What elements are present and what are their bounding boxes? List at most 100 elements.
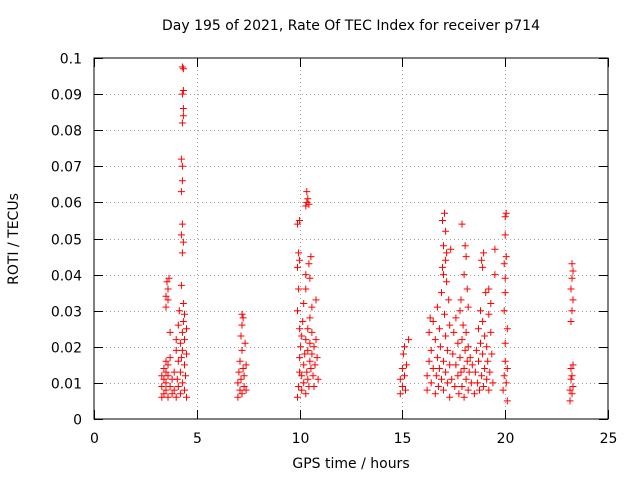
data-point: [174, 357, 182, 365]
data-point: [487, 328, 495, 336]
data-point: [442, 227, 450, 235]
data-point: [487, 300, 495, 307]
data-point: [568, 372, 576, 380]
data-point: [446, 361, 454, 369]
data-point: [456, 354, 464, 362]
data-point: [178, 249, 186, 257]
data-point: [310, 383, 318, 390]
data-point: [457, 368, 465, 376]
data-point: [481, 365, 489, 372]
data-point: [454, 339, 462, 347]
data-point: [433, 354, 441, 362]
data-point: [313, 354, 321, 362]
data-point: [298, 386, 306, 394]
data-point: [238, 321, 246, 329]
data-point: [501, 274, 509, 282]
data-point: [160, 390, 168, 398]
data-point: [178, 90, 186, 98]
data-point: [181, 361, 188, 369]
data-point: [475, 325, 482, 333]
data-point: [164, 285, 172, 293]
data-point: [479, 318, 487, 325]
axis-ticks: 0 0.01 0.02 0.03 0.04 0.05 0.06 0.07 0.08 0.09 0.1…: [51, 52, 618, 448]
data-point: [480, 249, 488, 257]
data-point: [461, 242, 469, 250]
data-point: [464, 343, 472, 351]
data-point: [179, 87, 187, 94]
data-point: [237, 375, 245, 383]
data-point: [425, 357, 433, 365]
data-point: [501, 289, 509, 297]
data-point: [164, 372, 172, 380]
data-point: [458, 220, 466, 228]
data-point: [234, 393, 242, 401]
data-point: [444, 346, 452, 354]
data-point: [566, 397, 574, 405]
data-point: [501, 213, 509, 221]
data-point: [166, 328, 174, 336]
x-tick-label: 5: [193, 431, 202, 447]
data-point: [181, 386, 188, 394]
data-point: [440, 386, 447, 394]
data-point: [177, 281, 185, 289]
data-point: [162, 368, 170, 376]
data-point: [179, 65, 187, 73]
data-point: [306, 314, 314, 322]
data-point: [306, 339, 314, 347]
data-point: [178, 220, 186, 228]
data-point: [178, 162, 186, 170]
data-point: [294, 307, 301, 315]
data-point: [501, 231, 509, 239]
data-point: [481, 332, 489, 340]
data-point: [304, 346, 312, 354]
data-point: [160, 375, 168, 383]
data-point: [446, 393, 454, 401]
data-point: [480, 383, 488, 390]
data-point: [398, 383, 406, 390]
data-point: [303, 188, 311, 196]
data-point: [439, 217, 446, 224]
data-point: [476, 386, 483, 394]
y-tick-label: 0.04: [51, 269, 82, 285]
data-point: [403, 361, 410, 369]
data-point: [295, 285, 303, 293]
data-point: [429, 318, 437, 325]
data-point: [309, 372, 317, 380]
data-point: [454, 372, 462, 380]
data-point: [174, 321, 182, 329]
data-point: [431, 336, 439, 344]
data-point: [483, 375, 491, 383]
data-point: [162, 386, 170, 394]
data-point: [435, 365, 443, 372]
data-point: [178, 63, 186, 71]
data-point: [240, 383, 248, 390]
data-point: [305, 200, 313, 208]
data-point: [179, 238, 187, 246]
data-point: [307, 365, 315, 372]
data-point: [304, 375, 312, 383]
data-point: [502, 379, 510, 387]
data-point: [567, 365, 575, 372]
data-point: [310, 343, 318, 351]
data-point: [568, 260, 576, 268]
data-point: [475, 357, 482, 365]
data-point: [439, 263, 446, 271]
data-point: [300, 361, 308, 369]
data-point: [297, 343, 305, 351]
x-tick-label: 20: [497, 431, 515, 447]
data-point: [458, 383, 466, 390]
data-point: [162, 357, 170, 365]
x-axis-label: GPS time / hours: [292, 456, 410, 472]
data-point: [183, 350, 190, 358]
data-point: [478, 372, 486, 380]
y-tick-label: 0.06: [51, 196, 82, 212]
data-point: [173, 375, 181, 383]
data-point: [181, 310, 188, 318]
x-tick-label: 25: [600, 431, 618, 447]
data-point: [303, 368, 311, 376]
data-point: [398, 365, 406, 372]
data-point: [440, 271, 447, 279]
data-point: [460, 271, 468, 279]
data-point: [452, 314, 460, 322]
data-point: [178, 346, 186, 354]
